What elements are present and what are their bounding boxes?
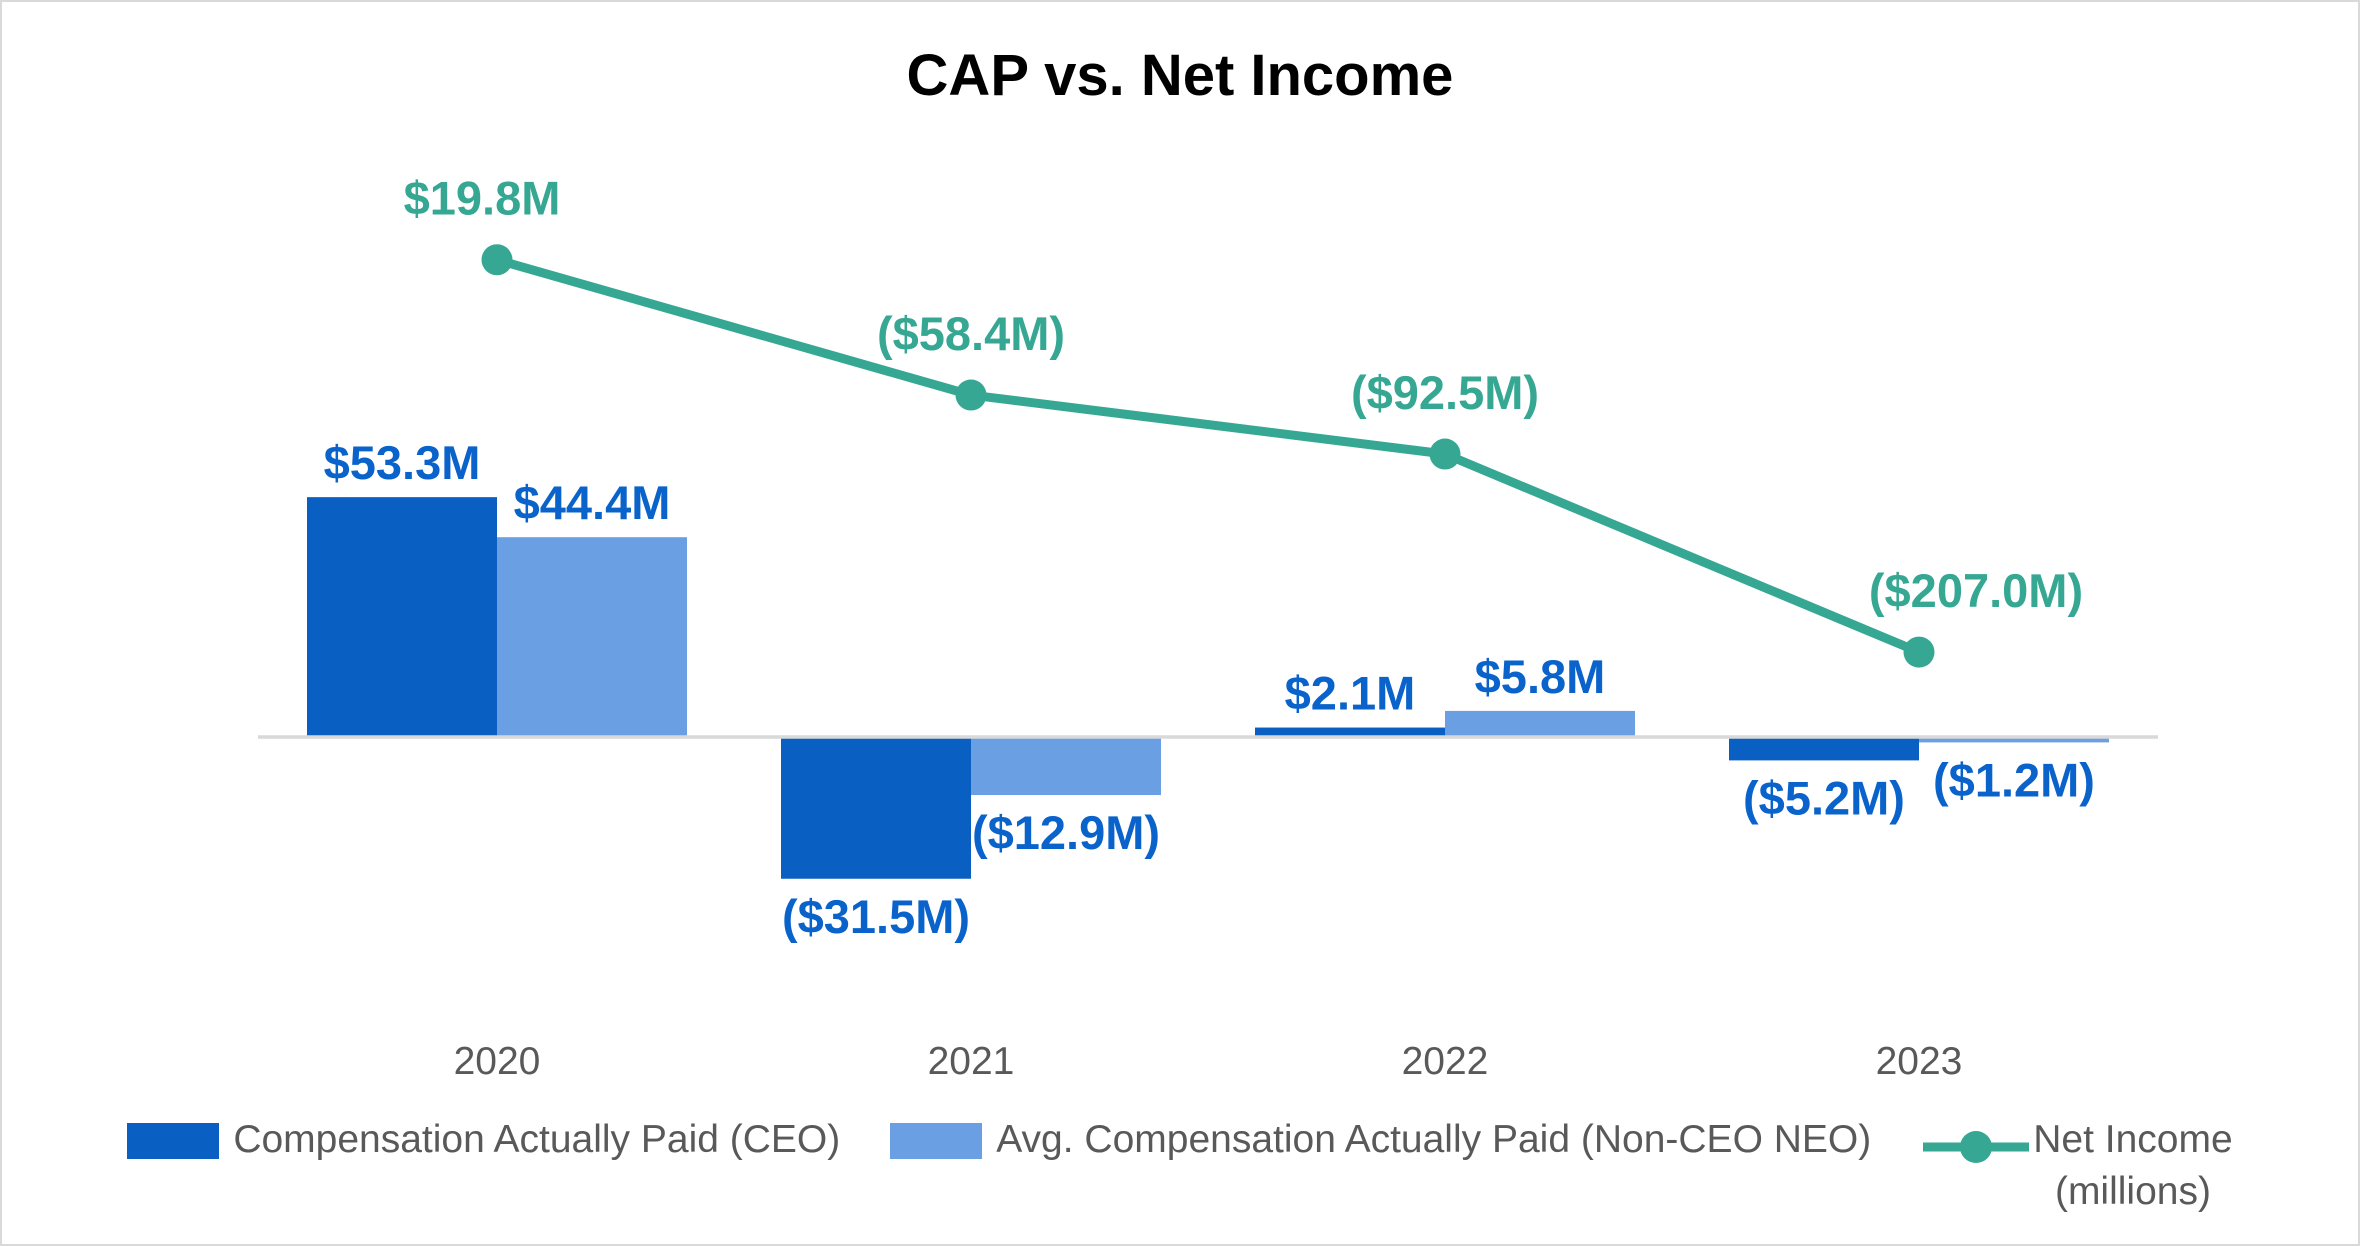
bar-label-ceo-2021: ($31.5M)	[782, 890, 970, 943]
bar-ceo-2022	[1255, 727, 1445, 737]
legend-label-net-income-line1: Net Income	[2033, 1118, 2233, 1161]
bar-label-ceo-2023: ($5.2M)	[1743, 771, 1905, 824]
bar-label-neo-2023: ($1.2M)	[1933, 753, 2095, 806]
x-axis-label-2021: 2021	[928, 1040, 1015, 1083]
chart-title: CAP vs. Net Income	[906, 43, 1454, 108]
marker-net-income-2021	[955, 379, 987, 411]
bar-label-ceo-2022: $2.1M	[1285, 667, 1416, 720]
bar-neo-2023	[1919, 737, 2109, 743]
bar-neo-2021	[971, 737, 1161, 796]
line-label-net-income-2023: ($207.0M)	[1869, 564, 2083, 617]
bar-label-neo-2021: ($12.9M)	[972, 806, 1160, 859]
x-axis-label-2022: 2022	[1402, 1040, 1489, 1083]
bar-ceo-2021	[781, 737, 971, 879]
legend-line-marker-icon	[1923, 1131, 2030, 1163]
line-label-net-income-2022: ($92.5M)	[1351, 366, 1539, 419]
marker-net-income-2023	[1903, 636, 1935, 668]
bar-ceo-2020	[307, 497, 497, 737]
x-axis-label-2020: 2020	[454, 1040, 541, 1083]
legend: Compensation Actually Paid (CEO) Avg. Co…	[2, 1114, 2358, 1218]
legend-label-net-income-line2: (millions)	[2054, 1170, 2211, 1213]
bar-ceo-2023	[1729, 737, 1919, 761]
legend-label-neo: Avg. Compensation Actually Paid (Non-CEO…	[996, 1118, 1872, 1161]
bar-label-neo-2022: $5.8M	[1475, 650, 1606, 703]
marker-net-income-2022	[1429, 438, 1461, 470]
legend-item-net-income: Net Income (millions)	[1921, 1114, 2233, 1218]
bar-label-neo-2020: $44.4M	[514, 476, 671, 529]
line-net-income	[492, 255, 1924, 657]
legend-label-net-income: Net Income (millions)	[2033, 1114, 2232, 1218]
line-label-net-income-2021: ($58.4M)	[877, 307, 1065, 360]
x-axis-label-2023: 2023	[1876, 1040, 1963, 1083]
bar-neo-2022	[1445, 710, 1635, 737]
bar-neo-2020	[497, 537, 687, 737]
legend-label-ceo: Compensation Actually Paid (CEO)	[233, 1118, 841, 1161]
bar-label-ceo-2020: $53.3M	[324, 436, 481, 489]
marker-net-income-2020	[481, 244, 513, 276]
legend-item-neo: Avg. Compensation Actually Paid (Non-CEO…	[890, 1114, 1871, 1166]
legend-item-ceo: Compensation Actually Paid (CEO)	[127, 1114, 840, 1166]
legend-swatch-neo-icon	[890, 1123, 983, 1159]
line-label-net-income-2020: $19.8M	[404, 172, 561, 225]
legend-swatch-ceo-icon	[127, 1123, 220, 1159]
